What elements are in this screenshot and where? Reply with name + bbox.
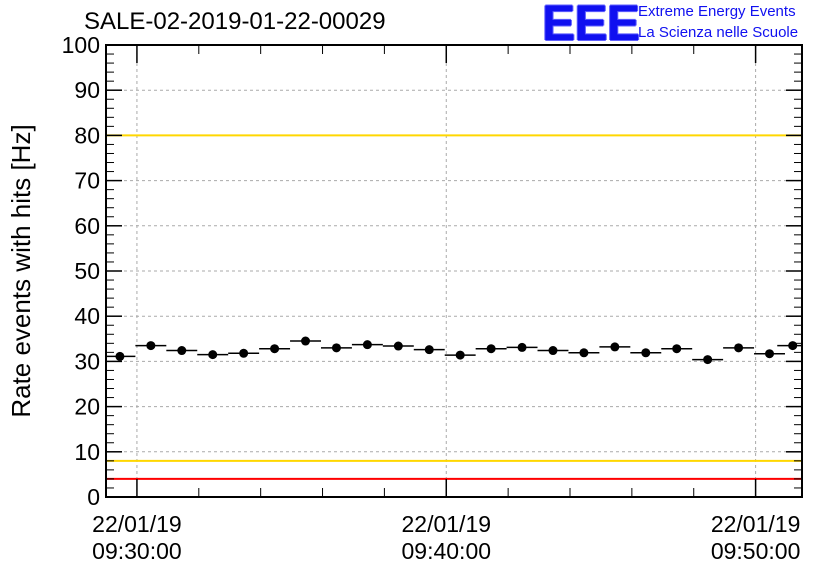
data-point	[301, 336, 311, 346]
data-point	[672, 344, 682, 354]
data-point	[734, 343, 744, 353]
data-point	[579, 348, 589, 358]
data-point	[486, 344, 496, 354]
data-point	[115, 351, 125, 361]
data-point	[548, 346, 558, 356]
data-point	[239, 348, 249, 358]
y-tick-label: 0	[87, 484, 100, 510]
data-point	[331, 343, 341, 353]
x-tick-label-date: 22/01/19	[402, 511, 492, 537]
data-point	[362, 340, 372, 350]
data-point	[146, 341, 156, 351]
y-tick-label: 20	[74, 394, 100, 420]
data-point	[270, 344, 280, 354]
data-point	[765, 349, 775, 359]
data-point	[610, 342, 620, 352]
y-tick-label: 10	[74, 439, 100, 465]
data-point	[208, 350, 218, 360]
data-point	[788, 341, 798, 351]
y-axis-label: Rate events with hits [Hz]	[6, 124, 36, 417]
data-point	[455, 350, 465, 360]
x-tick-label-date: 22/01/19	[92, 511, 182, 537]
run-title: SALE-02-2019-01-22-00029	[84, 8, 386, 35]
x-tick-label-time: 09:50:00	[711, 538, 801, 564]
logo-line-1: Extreme Energy Events	[638, 3, 796, 20]
y-tick-label: 60	[74, 213, 100, 239]
x-tick-label-time: 09:30:00	[92, 538, 182, 564]
eee-logo-mark: EEE	[542, 0, 640, 51]
y-tick-label: 70	[74, 168, 100, 194]
logo-line-2: La Scienza nelle Scuole	[638, 24, 799, 41]
data-point	[177, 346, 187, 356]
y-tick-label: 30	[74, 348, 100, 374]
y-tick-label: 40	[74, 303, 100, 329]
x-tick-label-date: 22/01/19	[711, 511, 801, 537]
y-tick-label: 90	[74, 77, 100, 103]
y-tick-label: 80	[74, 122, 100, 148]
data-point	[424, 345, 434, 355]
data-point	[703, 355, 713, 365]
y-tick-label: 100	[62, 32, 100, 58]
data-point	[517, 342, 527, 352]
x-tick-label-time: 09:40:00	[402, 538, 492, 564]
data-point	[641, 348, 651, 358]
y-tick-label: 50	[74, 258, 100, 284]
data-point	[393, 341, 403, 351]
